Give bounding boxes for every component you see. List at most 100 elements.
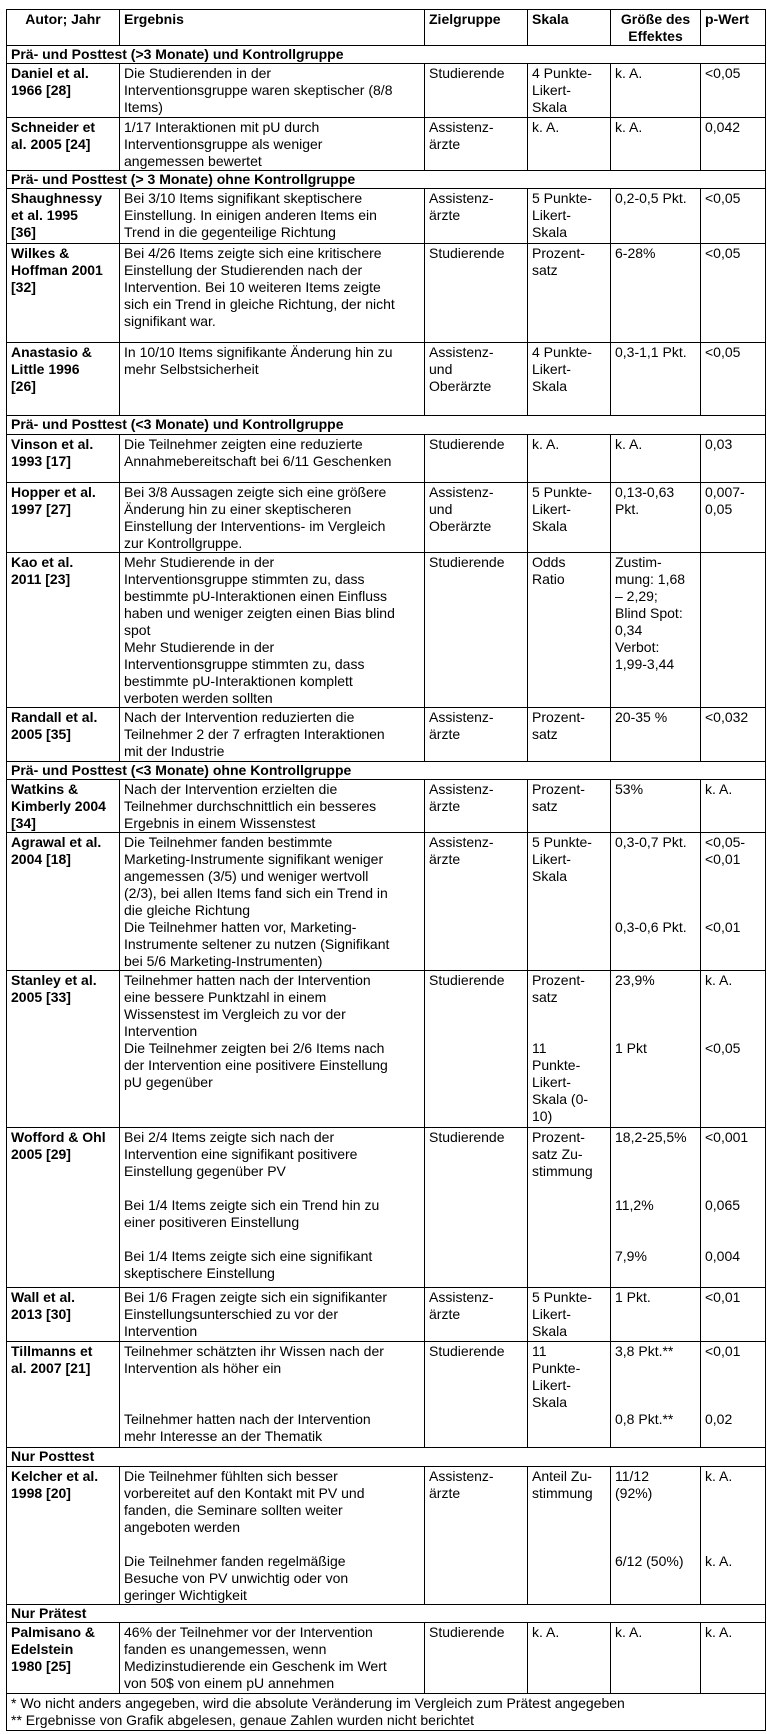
author-cell: Wofford & Ohl 2005 [29] [6,1127,120,1288]
effect-cell: 0,3-1,1 Pkt. [610,342,701,416]
group-cell: Studierende [424,63,528,118]
header-author: Autor; Jahr [6,9,120,46]
author-cell: Anastasio & Little 1996 [26] [6,342,120,416]
table-row: Kao et al. 2011 [23] Mehr Studierende in … [6,552,766,708]
section-row: Prä- und Posttest (> 3 Monate) ohne Kont… [6,170,766,189]
header-effect: Größe des Effektes [610,9,701,46]
result-cell: Teilnehmer hatten nach der Intervention … [119,970,425,1128]
header-result: Ergebnis [119,9,425,46]
scale-cell: 4 Punkte- Likert- Skala [527,342,611,416]
p-value-cell: 0,007- 0,05 [700,482,766,553]
author-cell: Agrawal et al. 2004 [18] [6,832,120,971]
section-title: Prä- und Posttest (> 3 Monate) ohne Kont… [6,170,766,189]
p-value-cell: k. A. <0,05 [700,970,766,1128]
table-row: Wofford & Ohl 2005 [29] Bei 2/4 Items zei… [6,1127,766,1288]
result-cell: 1/17 Interaktionen mit pU durch Interven… [119,117,425,171]
section-row: Prä- und Posttest (<3 Monate) und Kontro… [6,415,766,435]
group-cell: Studierende [424,1622,528,1694]
scale-cell: 5 Punkte- Likert- Skala [527,482,611,553]
author-cell: Palmisano & Edelstein 1980 [25] [6,1622,120,1694]
table-row: Randall et al. 2005 [35] Nach der Interve… [6,707,766,762]
author-cell: Watkins & Kimberly 2004 [34] [6,779,120,833]
p-value-cell: <0,01 0,02 [700,1341,766,1448]
author-cell: Kelcher et al. 1998 [20] [6,1466,120,1605]
scale-cell: 5 Punkte- Likert- Skala [527,188,611,244]
effect-cell: 23,9% 1 Pkt [610,970,701,1128]
p-value-cell [700,552,766,708]
group-cell: Assistenz- ärzte [424,1287,528,1342]
header-row: Autor; Jahr Ergebnis Zielgruppe Skala Gr… [6,9,766,46]
results-table: Autor; Jahr Ergebnis Zielgruppe Skala Gr… [6,9,766,1731]
p-value-cell: <0,05- <0,01 <0,01 [700,832,766,971]
scale-cell: Prozent- satz [527,707,611,762]
effect-cell: Zustim- mung: 1,68 – 2,29; Blind Spot: 0… [610,552,701,708]
scale-cell: Odds Ratio [527,552,611,708]
table-row: Agrawal et al. 2004 [18] Die Teilnehmer f… [6,832,766,971]
group-cell: Assistenz- ärzte [424,117,528,171]
effect-cell: 11/12 (92%) 6/12 (50%) [610,1466,701,1605]
table-row: Wall et al. 2013 [30] Bei 1/6 Fragen zeig… [6,1287,766,1342]
p-value-cell: <0,01 [700,1287,766,1342]
effect-cell: 6-28% [610,243,701,343]
p-value-cell: k. A. [700,779,766,833]
p-value-cell: <0,05 [700,63,766,118]
section-title: Nur Prätest [6,1604,766,1623]
section-row: Prä- und Posttest (>3 Monate) und Kontro… [6,45,766,64]
header-scale: Skala [527,9,611,46]
footnotes: * Wo nicht anders angegeben, wird die ab… [6,1693,766,1731]
section-title: Prä- und Posttest (<3 Monate) ohne Kontr… [6,761,766,780]
group-cell: Studierende [424,434,528,483]
scale-cell: Prozent- satz [527,243,611,343]
effect-cell: 0,13-0,63 Pkt. [610,482,701,553]
table-row: Palmisano & Edelstein 1980 [25] 46% der T… [6,1622,766,1694]
footnote-1: * Wo nicht anders angegeben, wird die ab… [11,1695,625,1711]
p-value-cell: <0,05 [700,342,766,416]
table-row: Wilkes & Hoffman 2001 [32] Bei 4/26 Items… [6,243,766,343]
scale-cell: k. A. [527,434,611,483]
author-cell: Vinson et al. 1993 [17] [6,434,120,483]
group-cell: Studierende [424,552,528,708]
p-value-cell: k. A. [700,1622,766,1694]
table-row: Kelcher et al. 1998 [20] Die Teilnehmer f… [6,1466,766,1605]
group-cell: Studierende [424,1127,528,1288]
group-cell: Studierende [424,1341,528,1448]
p-value-cell: <0,05 [700,188,766,244]
result-cell: Bei 1/6 Fragen zeigte sich ein signifika… [119,1287,425,1342]
effect-cell: 53% [610,779,701,833]
result-cell: Nach der Intervention erzielten die Teil… [119,779,425,833]
header-group: Zielgruppe [424,9,528,46]
scale-cell: k. A. [527,1622,611,1694]
table-row: Shaughnessy et al. 1995 [36] Bei 3/10 Ite… [6,188,766,244]
group-cell: Assistenz- und Oberärzte [424,342,528,416]
scale-cell: 5 Punkte- Likert- Skala [527,832,611,971]
result-cell: Die Teilnehmer fühlten sich besser vorbe… [119,1466,425,1605]
p-value-cell: <0,032 [700,707,766,762]
scale-cell: Anteil Zu- stimmung [527,1466,611,1605]
table-row: Anastasio & Little 1996 [26] In 10/10 Ite… [6,342,766,416]
result-cell: Bei 2/4 Items zeigte sich nach der Inter… [119,1127,425,1288]
author-cell: Hopper et al. 1997 [27] [6,482,120,553]
result-cell: In 10/10 Items signifikante Änderung hin… [119,342,425,416]
p-value-cell: 0,03 [700,434,766,483]
result-cell: 46% der Teilnehmer vor der Intervention … [119,1622,425,1694]
author-cell: Stanley et al. 2005 [33] [6,970,120,1128]
scale-cell: Prozent- satz [527,779,611,833]
author-cell: Tillmanns et al. 2007 [21] [6,1341,120,1448]
section-row: Prä- und Posttest (<3 Monate) ohne Kontr… [6,761,766,780]
result-cell: Die Studierenden in der Interventionsgru… [119,63,425,118]
scale-cell: Prozent- satz 11 Punkte- Likert- Skala (… [527,970,611,1128]
group-cell: Assistenz- ärzte [424,832,528,971]
effect-cell: 3,8 Pkt.** 0,8 Pkt.** [610,1341,701,1448]
author-cell: Daniel et al. 1966 [28] [6,63,120,118]
result-cell: Bei 3/10 Items signifikant skeptischere … [119,188,425,244]
table-row: Schneider et al. 2005 [24] 1/17 Interakti… [6,117,766,171]
group-cell: Assistenz- ärzte [424,1466,528,1605]
p-value-cell: <0,05 [700,243,766,343]
effect-cell: k. A. [610,1622,701,1694]
effect-cell: 0,2-0,5 Pkt. [610,188,701,244]
header-p: p-Wert [700,9,766,46]
effect-cell: k. A. [610,434,701,483]
group-cell: Assistenz- ärzte [424,707,528,762]
effect-cell: 18,2-25,5% 11,2% 7,9% [610,1127,701,1288]
table-row: Vinson et al. 1993 [17] Die Teilnehmer ze… [6,434,766,483]
